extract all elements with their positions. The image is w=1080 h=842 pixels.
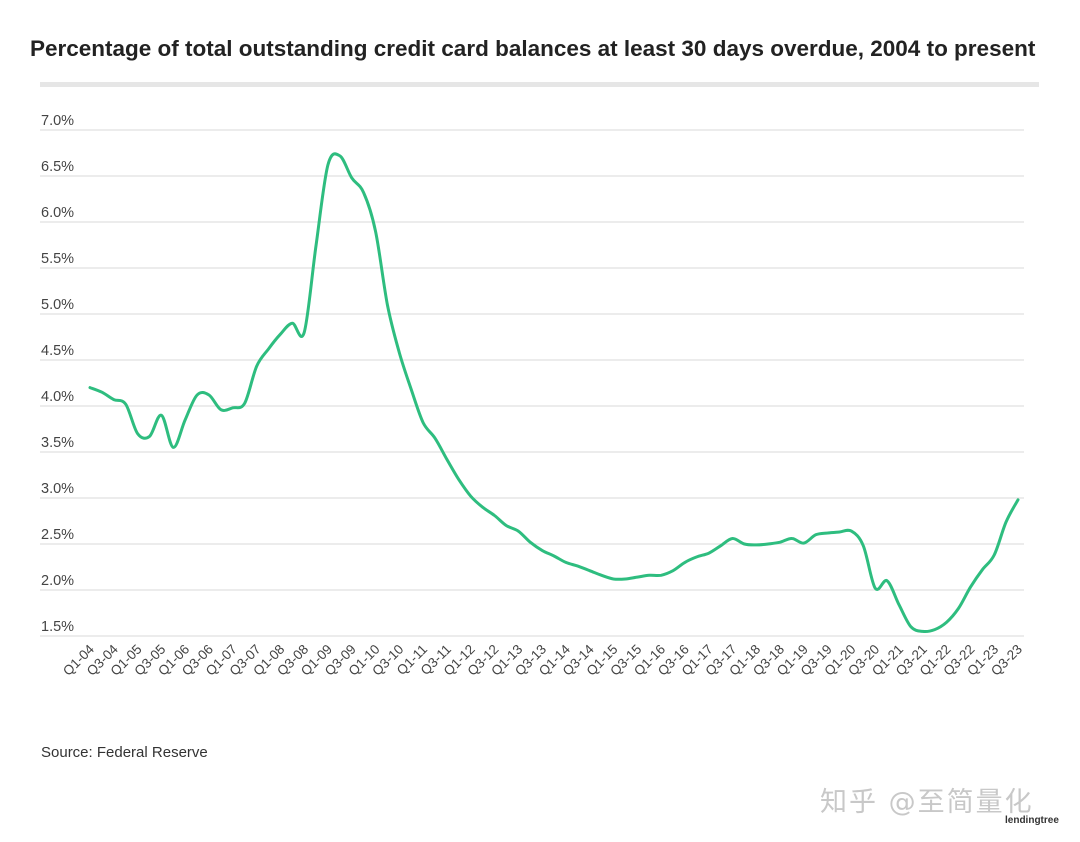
- title-divider: [40, 82, 1039, 87]
- source-note: Source: Federal Reserve: [41, 744, 208, 761]
- y-tick-label: 4.5%: [41, 343, 74, 359]
- watermark: 知乎 @至简量化: [820, 787, 1034, 818]
- y-tick-label: 6.5%: [41, 159, 74, 175]
- series-line: [88, 152, 1020, 634]
- y-tick-label: 3.5%: [41, 435, 74, 451]
- y-tick-label: 3.0%: [41, 481, 74, 497]
- x-axis-ticks: Q1-04Q3-04Q1-05Q3-05Q1-06Q3-06Q1-07Q3-07…: [60, 641, 1025, 678]
- y-tick-label: 5.0%: [41, 297, 74, 313]
- brand-logo: lendingtree: [1005, 815, 1059, 826]
- series-layer: [88, 152, 1020, 634]
- y-tick-label: 1.5%: [41, 619, 74, 635]
- y-tick-label: 6.0%: [41, 205, 74, 221]
- y-tick-label: 2.5%: [41, 527, 74, 543]
- chart-title: Percentage of total outstanding credit c…: [30, 36, 1036, 61]
- y-tick-label: 2.0%: [41, 573, 74, 589]
- y-tick-label: 7.0%: [41, 113, 74, 129]
- y-tick-label: 4.0%: [41, 389, 74, 405]
- gridlines: [40, 129, 1024, 637]
- y-tick-label: 5.5%: [41, 251, 74, 267]
- y-axis-ticks: 1.5% 2.0% 2.5% 3.0% 3.5% 4.0% 4.5% 5.0% 5.5% 6.0%…: [41, 113, 74, 635]
